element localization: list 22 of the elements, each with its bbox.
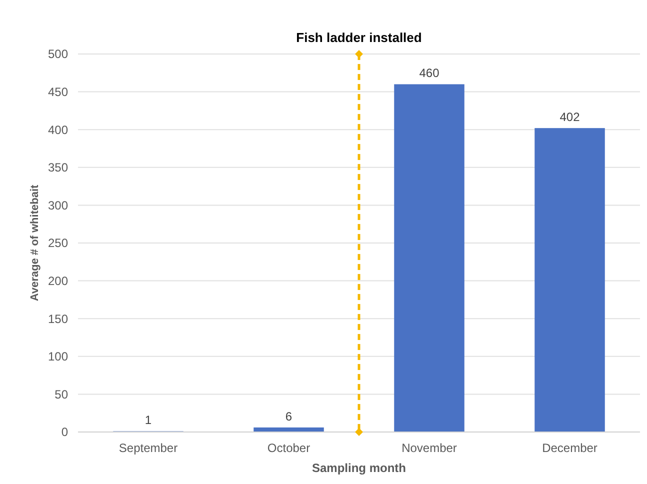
y-tick-label: 200 bbox=[48, 274, 68, 288]
data-label: 402 bbox=[560, 110, 580, 124]
y-axis-title: Average # of whitebait bbox=[29, 184, 41, 302]
data-label: 6 bbox=[285, 409, 292, 424]
y-tick-label: 500 bbox=[48, 47, 68, 62]
data-label: 1 bbox=[144, 413, 152, 428]
y-tick-label: 50 bbox=[54, 387, 68, 402]
data-label: 460 bbox=[419, 66, 440, 80]
x-tick-label: December bbox=[542, 441, 598, 455]
y-tick-label: 0 bbox=[61, 425, 68, 440]
text: Fish ladder installed bbox=[296, 30, 422, 45]
x-tick-label: September bbox=[118, 441, 178, 455]
y-tick-label: 250 bbox=[48, 236, 68, 250]
x-tick-label: October bbox=[267, 441, 310, 455]
y-tick-label: 400 bbox=[48, 122, 68, 137]
x-tick-label: November bbox=[402, 441, 457, 455]
x-axis-title: Sampling month bbox=[312, 461, 406, 475]
y-tick-label: 100 bbox=[48, 350, 68, 364]
y-tick-label: 350 bbox=[48, 160, 68, 175]
y-tick-label: 450 bbox=[48, 85, 68, 99]
y-tick-label: 300 bbox=[48, 198, 68, 212]
y-tick-label: 150 bbox=[48, 312, 68, 326]
